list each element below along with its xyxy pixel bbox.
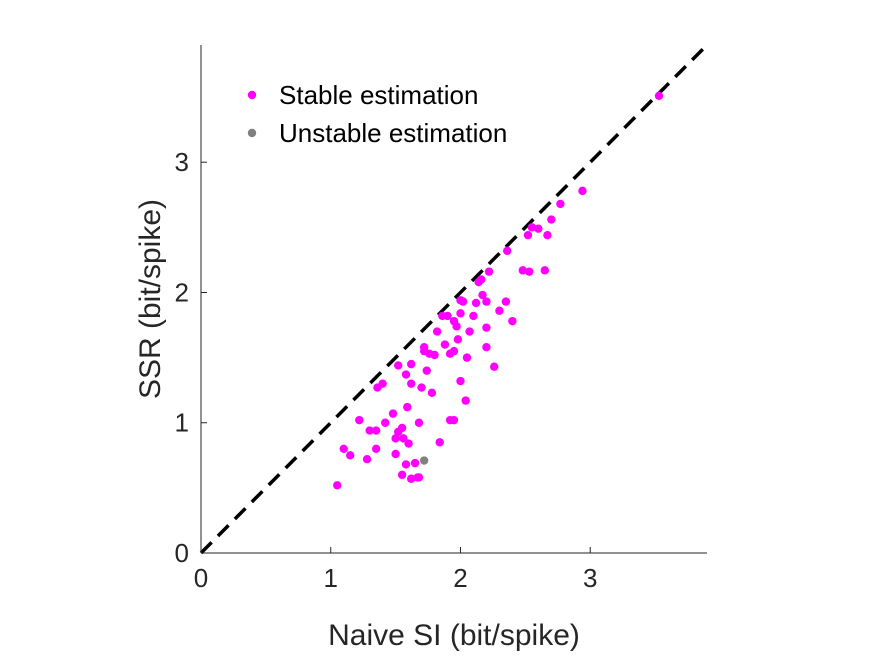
data-point xyxy=(478,290,487,300)
data-point xyxy=(540,266,550,275)
data-point xyxy=(403,402,412,412)
data-point xyxy=(388,409,398,418)
data-point xyxy=(471,298,481,308)
data-point xyxy=(419,456,429,465)
y-tick-label: 2 xyxy=(175,277,189,307)
data-point xyxy=(502,246,512,256)
legend-marker xyxy=(247,90,257,100)
x-axis-label: Naive SI (bit/spike) xyxy=(328,619,580,652)
data-point xyxy=(440,340,450,349)
data-point xyxy=(654,91,664,101)
data-point xyxy=(410,458,420,468)
x-tick-label: 2 xyxy=(453,563,467,593)
data-point xyxy=(578,186,587,196)
data-point xyxy=(443,311,452,321)
data-point xyxy=(490,362,499,371)
data-point xyxy=(391,434,400,443)
data-point xyxy=(427,388,437,397)
data-point xyxy=(482,342,491,352)
data-point xyxy=(401,460,411,469)
data-point xyxy=(414,473,424,482)
data-point xyxy=(355,415,364,425)
data-point xyxy=(453,335,463,344)
data-point xyxy=(381,418,390,427)
data-point xyxy=(547,215,556,224)
x-tick-label: 1 xyxy=(324,563,338,593)
series-1 xyxy=(419,456,429,465)
legend-label: Stable estimation xyxy=(279,80,478,110)
data-point xyxy=(371,426,381,435)
y-tick-label: 1 xyxy=(175,408,189,438)
data-point xyxy=(556,199,565,209)
legend-marker xyxy=(247,128,257,138)
y-axis-label: SSR (bit/spike) xyxy=(134,199,167,399)
data-point xyxy=(414,418,424,427)
x-tick-label: 0 xyxy=(194,563,208,593)
data-point xyxy=(449,346,459,356)
data-point xyxy=(462,353,472,362)
data-point xyxy=(449,415,459,425)
y-tick-label: 0 xyxy=(175,538,189,568)
data-point xyxy=(461,396,470,405)
data-point xyxy=(543,230,552,240)
data-point xyxy=(406,359,416,369)
data-point xyxy=(422,366,431,375)
data-point xyxy=(419,342,429,352)
data-point xyxy=(456,376,465,386)
data-point xyxy=(401,370,411,379)
data-point xyxy=(394,361,403,370)
data-point xyxy=(417,383,426,392)
plot-area xyxy=(199,43,709,555)
data-point xyxy=(391,449,400,459)
data-point xyxy=(333,481,342,490)
data-point xyxy=(397,423,407,433)
data-point xyxy=(362,455,372,464)
data-point xyxy=(501,297,511,306)
data-point xyxy=(430,350,439,360)
data-point xyxy=(482,323,491,332)
data-point xyxy=(399,434,408,443)
data-point xyxy=(432,327,442,336)
data-point xyxy=(523,230,533,240)
legend: Stable estimation Unstable estimation xyxy=(247,80,507,148)
data-point xyxy=(484,267,494,276)
data-point xyxy=(406,379,416,388)
data-point xyxy=(397,470,407,480)
data-point xyxy=(527,223,537,232)
data-point xyxy=(458,297,468,306)
data-point xyxy=(534,224,543,233)
data-point xyxy=(495,306,504,315)
data-point xyxy=(365,426,374,435)
data-point xyxy=(469,311,478,321)
data-point xyxy=(465,327,474,336)
x-tick-label: 3 xyxy=(583,563,597,593)
data-point xyxy=(339,444,348,453)
y-tick-label: 3 xyxy=(175,147,189,177)
data-point xyxy=(456,309,465,318)
data-point xyxy=(378,379,387,388)
data-point xyxy=(371,444,381,453)
data-point xyxy=(477,275,486,284)
data-point xyxy=(525,267,534,276)
legend-label: Unstable estimation xyxy=(279,118,507,148)
data-point xyxy=(518,266,527,275)
data-point xyxy=(346,451,355,460)
data-point xyxy=(406,474,416,483)
data-point xyxy=(452,322,461,331)
data-point xyxy=(482,297,491,306)
series-0 xyxy=(333,91,664,490)
data-point xyxy=(435,438,444,447)
data-point xyxy=(404,439,413,448)
data-point xyxy=(508,316,517,326)
